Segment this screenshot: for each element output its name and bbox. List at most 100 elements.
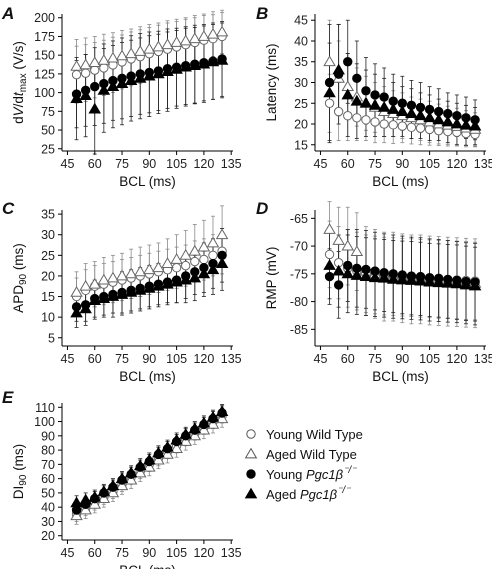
x-axis-label: BCL (ms) (372, 174, 429, 189)
data-point (79, 302, 92, 314)
y-tick-label: 15 (294, 138, 308, 152)
y-tick-label: 25 (294, 97, 308, 111)
series-points-0 (324, 98, 480, 140)
x-axis-label: BCL (ms) (119, 174, 176, 189)
data-point (379, 92, 389, 102)
data-point (152, 279, 165, 291)
x-tick-label: 120 (446, 157, 467, 171)
x-axis-label: BCL (ms) (119, 369, 176, 384)
data-point (332, 234, 345, 245)
data-point (350, 245, 364, 257)
data-point (324, 77, 335, 88)
x-tick-label: 120 (193, 352, 214, 366)
data-point (152, 67, 165, 79)
x-tick-label: 120 (193, 157, 214, 171)
data-point (124, 286, 138, 297)
data-point (208, 250, 218, 261)
data-point (432, 113, 445, 125)
data-point (143, 263, 156, 275)
data-point (133, 265, 147, 277)
data-point (332, 63, 345, 75)
panel-c: C 45 60 75 90 105 120 135 5 10 15 20 25 30 35 BCL (ms) A… (2, 199, 242, 384)
data-point (423, 111, 436, 123)
data-point (379, 119, 389, 129)
data-point (124, 466, 138, 478)
data-point (115, 288, 129, 299)
data-point (133, 459, 147, 471)
data-point (324, 271, 335, 282)
data-point (106, 290, 120, 301)
data-point (115, 472, 129, 484)
data-point (188, 271, 202, 283)
data-point (405, 274, 418, 285)
data-point (124, 267, 138, 279)
data-point (459, 118, 473, 130)
y-tick-label: 25 (41, 249, 55, 263)
y-axis-label: DI90 (ms) (11, 444, 29, 499)
x-tick-label: 45 (314, 352, 328, 366)
series-points-1 (70, 25, 229, 71)
data-point (206, 55, 220, 67)
x-tick-label: 75 (115, 352, 129, 366)
data-point (206, 27, 220, 39)
data-point (71, 69, 82, 80)
data-point (97, 492, 111, 504)
x-axis-label: BCL (ms) (119, 563, 176, 569)
data-point (377, 271, 391, 283)
series-points-3 (70, 257, 229, 318)
data-point (124, 473, 138, 485)
data-point (386, 103, 400, 114)
y-axis-label: APD90 (ms) (11, 243, 29, 313)
data-point (115, 49, 129, 61)
data-point (181, 260, 191, 271)
data-point (88, 490, 102, 502)
x-tick-label: 60 (88, 352, 102, 366)
x-tick-label: 75 (368, 352, 382, 366)
data-point (188, 244, 202, 256)
panel-letter: B (256, 4, 268, 23)
series-points-3 (70, 405, 229, 508)
data-point (88, 56, 102, 68)
x-tick-label: 105 (166, 352, 187, 366)
data-point (90, 81, 100, 92)
data-point (88, 497, 102, 509)
y-tick-label: 20 (41, 269, 55, 283)
data-point (97, 54, 111, 65)
x-axis-label: BCL (ms) (372, 369, 429, 384)
data-point (450, 277, 464, 289)
panel-letter: D (256, 199, 268, 218)
x-tick-label: 60 (341, 157, 355, 171)
x-tick-label: 45 (314, 157, 328, 171)
x-tick-label: 105 (419, 157, 440, 171)
data-point (179, 428, 192, 439)
data-point (359, 96, 373, 108)
data-point (323, 259, 336, 270)
y-tick-label: 20 (294, 118, 308, 132)
y-tick-label: 75 (41, 105, 55, 119)
y-tick-label: 200 (34, 11, 55, 25)
y-tick-label: 40 (41, 501, 55, 515)
data-point (115, 77, 129, 89)
y-tick-label: 70 (41, 458, 55, 472)
data-point (415, 123, 426, 133)
legend-label-3: Aged Pgc1β⁻/⁻ (266, 485, 351, 502)
data-point (133, 283, 147, 295)
x-tick-label: 60 (88, 546, 102, 560)
y-tick-label: -75 (290, 267, 308, 281)
data-point (215, 257, 229, 268)
y-tick-label: 5 (48, 331, 55, 345)
data-point (386, 272, 400, 284)
data-point (197, 57, 211, 69)
data-point (396, 273, 409, 285)
data-point (152, 446, 165, 458)
data-point (197, 416, 211, 428)
y-axis-label: RMP (mV) (264, 247, 279, 310)
data-point (124, 74, 138, 86)
legend-marker-2 (246, 469, 256, 479)
data-point (370, 90, 380, 100)
data-point (70, 306, 83, 318)
x-tick-label: 105 (419, 352, 440, 366)
data-point (405, 107, 418, 119)
data-point (170, 433, 183, 445)
